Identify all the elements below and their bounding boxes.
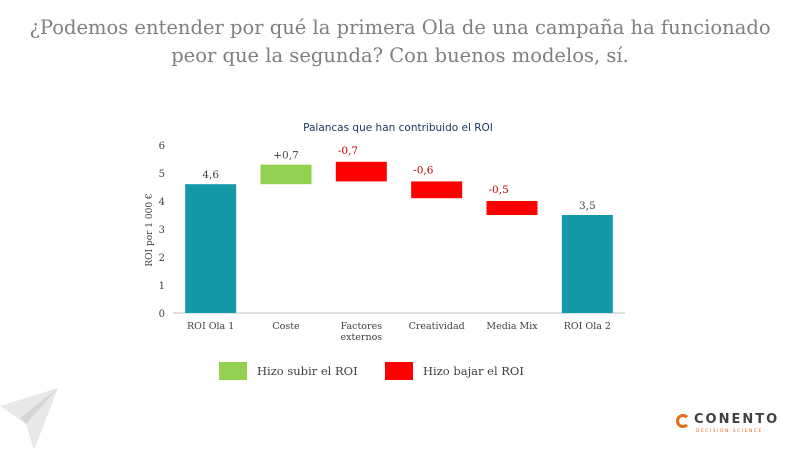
category-label-2: Factores externos: [340, 321, 382, 343]
category-label-5: ROI Ola 2: [564, 321, 611, 332]
legend-label-decrease: Hizo bajar el ROI: [423, 364, 524, 378]
legend-label-increase: Hizo subir el ROI: [257, 364, 358, 378]
y-tick-label-2: 2: [159, 253, 165, 264]
category-label-4: Media Mix: [486, 321, 538, 332]
bar-1: [260, 164, 312, 185]
slide-title: ¿Podemos entender por qué la primera Ola…: [0, 14, 800, 70]
data-label-4: -0,5: [489, 184, 509, 196]
category-label-1: Coste: [272, 321, 300, 332]
conento-logo-icon: [676, 414, 690, 428]
paper-plane-watermark-icon: [0, 388, 58, 450]
logo-tagline: DECISION SCIENCE: [696, 429, 763, 434]
data-label-3: -0,6: [413, 164, 434, 176]
data-label-2: -0,7: [338, 145, 358, 157]
data-label-1: +0,7: [273, 150, 299, 162]
bar-5: [561, 215, 613, 313]
data-label-5: 3,5: [579, 200, 596, 212]
category-labels: ROI Ola 1 Coste Factores externos Creativida…: [187, 321, 611, 343]
legend: Hizo subir el ROI Hizo bajar el ROI: [219, 362, 524, 380]
category-label-0: ROI Ola 1: [187, 321, 234, 332]
bars: [185, 161, 613, 313]
bar-0: [185, 184, 237, 313]
category-label-3: Creatividad: [409, 321, 465, 332]
logo-name: CONENTO: [694, 412, 780, 427]
legend-swatch-decrease: [385, 362, 413, 380]
bar-2: [335, 161, 387, 182]
y-tick-label-3: 3: [159, 225, 165, 236]
y-tick-label-6: 6: [159, 141, 165, 152]
chart-title: Palancas que han contribuido el ROI: [303, 122, 493, 134]
conento-logo: CONENTO DECISION SCIENCE: [676, 412, 786, 442]
y-tick-label-1: 1: [159, 281, 165, 292]
bar-4: [486, 201, 538, 215]
bar-3: [411, 181, 463, 199]
y-tick-label-4: 4: [159, 197, 165, 208]
y-tick-label-5: 5: [159, 169, 165, 180]
slide-title-line-1: ¿Podemos entender por qué la primera Ola…: [29, 16, 771, 39]
slide-title-line-2: peor que la segunda? Con buenos modelos,…: [171, 44, 629, 67]
y-axis-label: ROI por 1 000 €: [145, 193, 155, 266]
data-labels: 4,6 +0,7 -0,7 -0,6 -0,5 3,5: [202, 145, 595, 212]
data-label-0: 4,6: [202, 169, 219, 181]
y-axis-ticks: 0 1 2 3 4 5 6: [159, 141, 165, 320]
y-tick-label-0: 0: [159, 309, 165, 320]
legend-swatch-increase: [219, 362, 247, 380]
